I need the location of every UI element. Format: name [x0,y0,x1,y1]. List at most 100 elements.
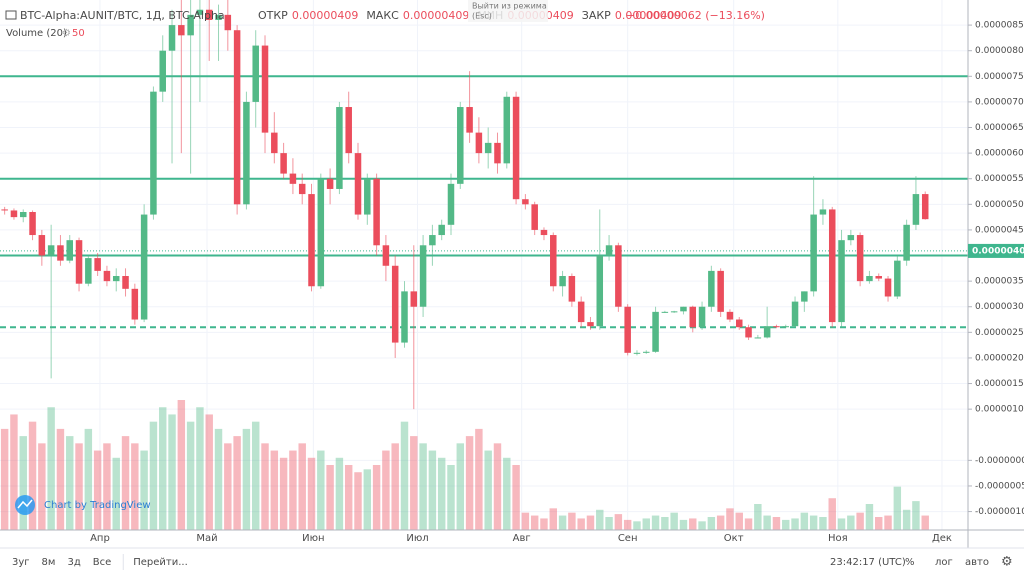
volume-bar [196,407,204,530]
volume-bar [661,517,669,530]
candle-body [66,240,73,261]
candle-body [150,91,157,215]
volume-bar [456,443,465,530]
x-tick-label: Сен [618,533,638,544]
volume-bar [214,428,223,530]
candle-body [810,214,817,292]
volume-bar [382,450,390,530]
volume-control[interactable]: ⚙ [62,28,71,39]
legend-value: 0.00000409 [615,9,681,22]
volume-bar [707,517,716,530]
candle-body [624,306,631,353]
x-tick-label: Июл [406,533,428,544]
volume-bar [912,501,920,530]
candle-body [484,142,492,154]
candle-body [298,183,306,195]
volume-bar [837,518,846,530]
volume-bar [530,515,539,530]
y-tick-label: 0.00000250 [975,328,1024,338]
candle-body [1,209,8,211]
volume-bar [391,443,399,530]
time-axis: Апр Май Июн Июл Авг Сен Окт Ноя Дек [90,533,952,544]
y-tick-label: 0.00000200 [975,353,1024,363]
y-tick-label: 0.00000500 [975,200,1024,210]
volume-bar [614,514,623,530]
candle-body [559,276,566,287]
change: −0.00000062 (−13.16%) [626,9,765,22]
volume-bar [66,436,74,530]
tooltip-line: (Esc) [472,12,492,21]
candle-body [884,278,892,297]
volume-bar [149,421,158,530]
candle-body [252,45,259,102]
x-tick-label: Дек [932,533,952,544]
candle-body [382,245,390,266]
candle-body [447,183,455,225]
range-button[interactable]: 8м [42,557,56,568]
volume-bar [549,508,557,530]
candle-body [196,9,204,15]
candle-body [94,258,101,271]
candle-body [847,235,855,241]
candle-body [661,311,669,313]
watermark[interactable]: Chart by TradingView [44,500,151,511]
candle-body [689,306,697,328]
candle-body [605,245,613,256]
range-button[interactable]: 3д [67,557,80,568]
volume-bar [475,428,483,530]
y-tick-label: 0.00000450 [975,225,1024,235]
x-tick-label: Окт [724,533,744,544]
volume-bar [921,515,929,530]
volume-bar [679,519,688,530]
volume-bar [689,518,697,530]
option-button[interactable]: авто [965,557,989,568]
candle-body [85,258,92,284]
collapse-icon[interactable] [5,10,17,20]
candle-body [828,209,836,323]
candle-body [838,240,845,323]
legend-label: МАКС [366,9,399,22]
y-tick-label: 0.00000750 [975,72,1024,82]
volume-bar [261,443,269,530]
candle-body [698,306,706,328]
candle-body [401,291,408,343]
candle-body [243,101,250,205]
volume-bar [623,519,632,530]
volume-bar [828,498,836,530]
candle-body [364,178,371,215]
candle-body [19,212,27,218]
candle-body [875,276,882,279]
volume-bar [744,518,753,530]
candle-body [57,245,64,261]
option-button[interactable]: % [905,557,915,568]
legend-value: 0.00000409 [403,9,469,22]
candle-body [410,291,418,307]
volume-bar [168,414,176,530]
y-tick-label: 0.00000800 [975,46,1024,56]
range-button[interactable]: Все [93,557,112,568]
goto-button[interactable]: Перейти... [133,557,188,568]
volume-bar [586,515,595,530]
volume-bar [772,517,781,530]
volume-bar [140,450,148,530]
option-button[interactable]: лог [935,557,953,568]
volume-bar [902,509,911,530]
volume-bar [437,457,446,530]
range-button[interactable]: 3уг [12,557,30,568]
candle-body [531,204,538,230]
volume-bar [670,512,678,530]
volume-bar [186,421,195,530]
volume-bar [847,515,855,530]
volume-bar [317,450,325,530]
settings-button[interactable]: ⚙ [1001,555,1013,570]
volume-bar [354,472,362,530]
x-tick-label: Авг [513,533,531,544]
candle-body [336,107,343,189]
y-tick-label: 0.00000350 [975,277,1024,287]
candle-body [577,301,585,323]
volume-bar [754,504,762,530]
candle-body [587,322,594,327]
